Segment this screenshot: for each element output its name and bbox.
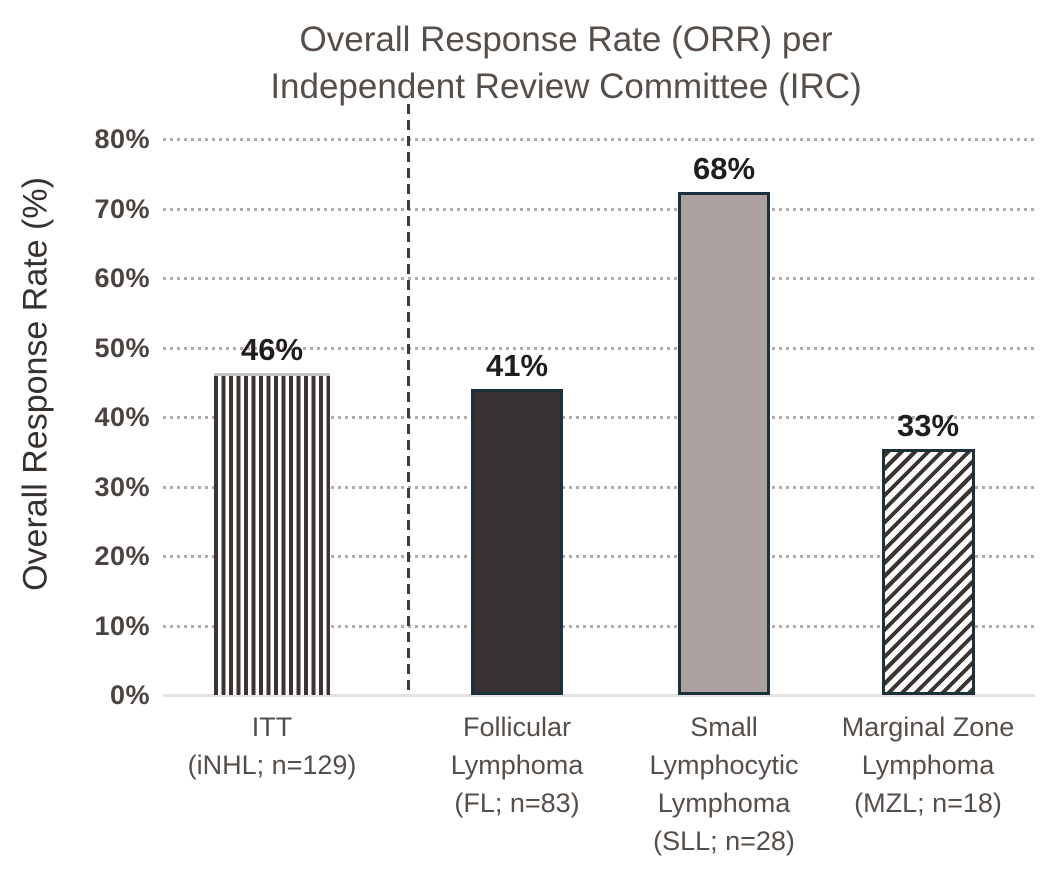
y-tick-label: 0% — [109, 680, 150, 710]
x-category-label-line: (SLL; n=28) — [653, 826, 795, 856]
x-category-label-itt: ITT (iNHL; n=129) — [142, 708, 402, 784]
x-category-label-line: Lymphoma — [861, 750, 995, 780]
y-tick-label: 30% — [94, 471, 150, 502]
x-category-label-line: Lymphocytic — [649, 750, 799, 780]
bar-mzl — [881, 449, 975, 695]
y-tick-label: 10% — [94, 610, 150, 641]
bar-value-label-mzl: 33% — [896, 408, 960, 443]
x-category-label-line: Marginal Zone — [841, 712, 1015, 742]
y-tick-label: 70% — [94, 193, 150, 224]
bar-fl — [471, 389, 563, 695]
bar-value-label-fl: 41% — [485, 348, 549, 383]
x-axis-baseline — [163, 694, 1035, 697]
itt-subgroup-divider-line — [407, 104, 410, 695]
bar-itt — [214, 373, 330, 695]
x-category-label-line: (FL; n=83) — [454, 788, 580, 818]
x-category-label-line: ITT — [251, 712, 293, 742]
x-category-label-fl: Follicular Lymphoma (FL; n=83) — [387, 708, 647, 822]
gridline — [163, 416, 1035, 419]
bar-sll — [678, 192, 770, 695]
y-tick-label: 20% — [94, 541, 150, 571]
x-category-label-line: Lymphoma — [450, 750, 584, 780]
gridline — [163, 624, 1035, 628]
x-category-label-line: Small — [690, 712, 758, 742]
y-tick-label: 40% — [94, 402, 150, 432]
gridline — [163, 138, 1035, 141]
x-category-label-line: Lymphoma — [657, 788, 791, 818]
gridline — [163, 277, 1035, 280]
gridline — [163, 555, 1035, 558]
gridline — [163, 485, 1035, 489]
gridline — [163, 207, 1035, 211]
x-category-label-line: (iNHL; n=129) — [187, 750, 357, 780]
y-tick-label: 60% — [94, 263, 150, 293]
x-category-label-sll: Small Lymphocytic Lymphoma (SLL; n=28) — [594, 708, 854, 860]
bar-value-label-itt: 46% — [240, 332, 304, 367]
plot-area: 46% 41% 68% 33% — [163, 138, 1035, 697]
gridline — [163, 346, 1035, 350]
x-category-label-mzl: Marginal Zone Lymphoma (MZL; n=18) — [798, 708, 1058, 822]
x-category-label-line: (MZL; n=18) — [854, 788, 1002, 818]
chart-title-line-2: Independent Review Committee (IRC) — [270, 67, 862, 106]
bar-value-label-sll: 68% — [692, 151, 756, 186]
x-category-label-line: Follicular — [462, 712, 572, 742]
y-axis-title: Overall Response Rate (%) — [16, 177, 55, 591]
chart-title: Overall Response Rate (ORR) per Independ… — [133, 16, 999, 110]
y-tick-label: 50% — [94, 332, 150, 363]
y-tick-label: 80% — [94, 124, 150, 154]
chart-title-line-1: Overall Response Rate (ORR) per — [299, 20, 833, 59]
